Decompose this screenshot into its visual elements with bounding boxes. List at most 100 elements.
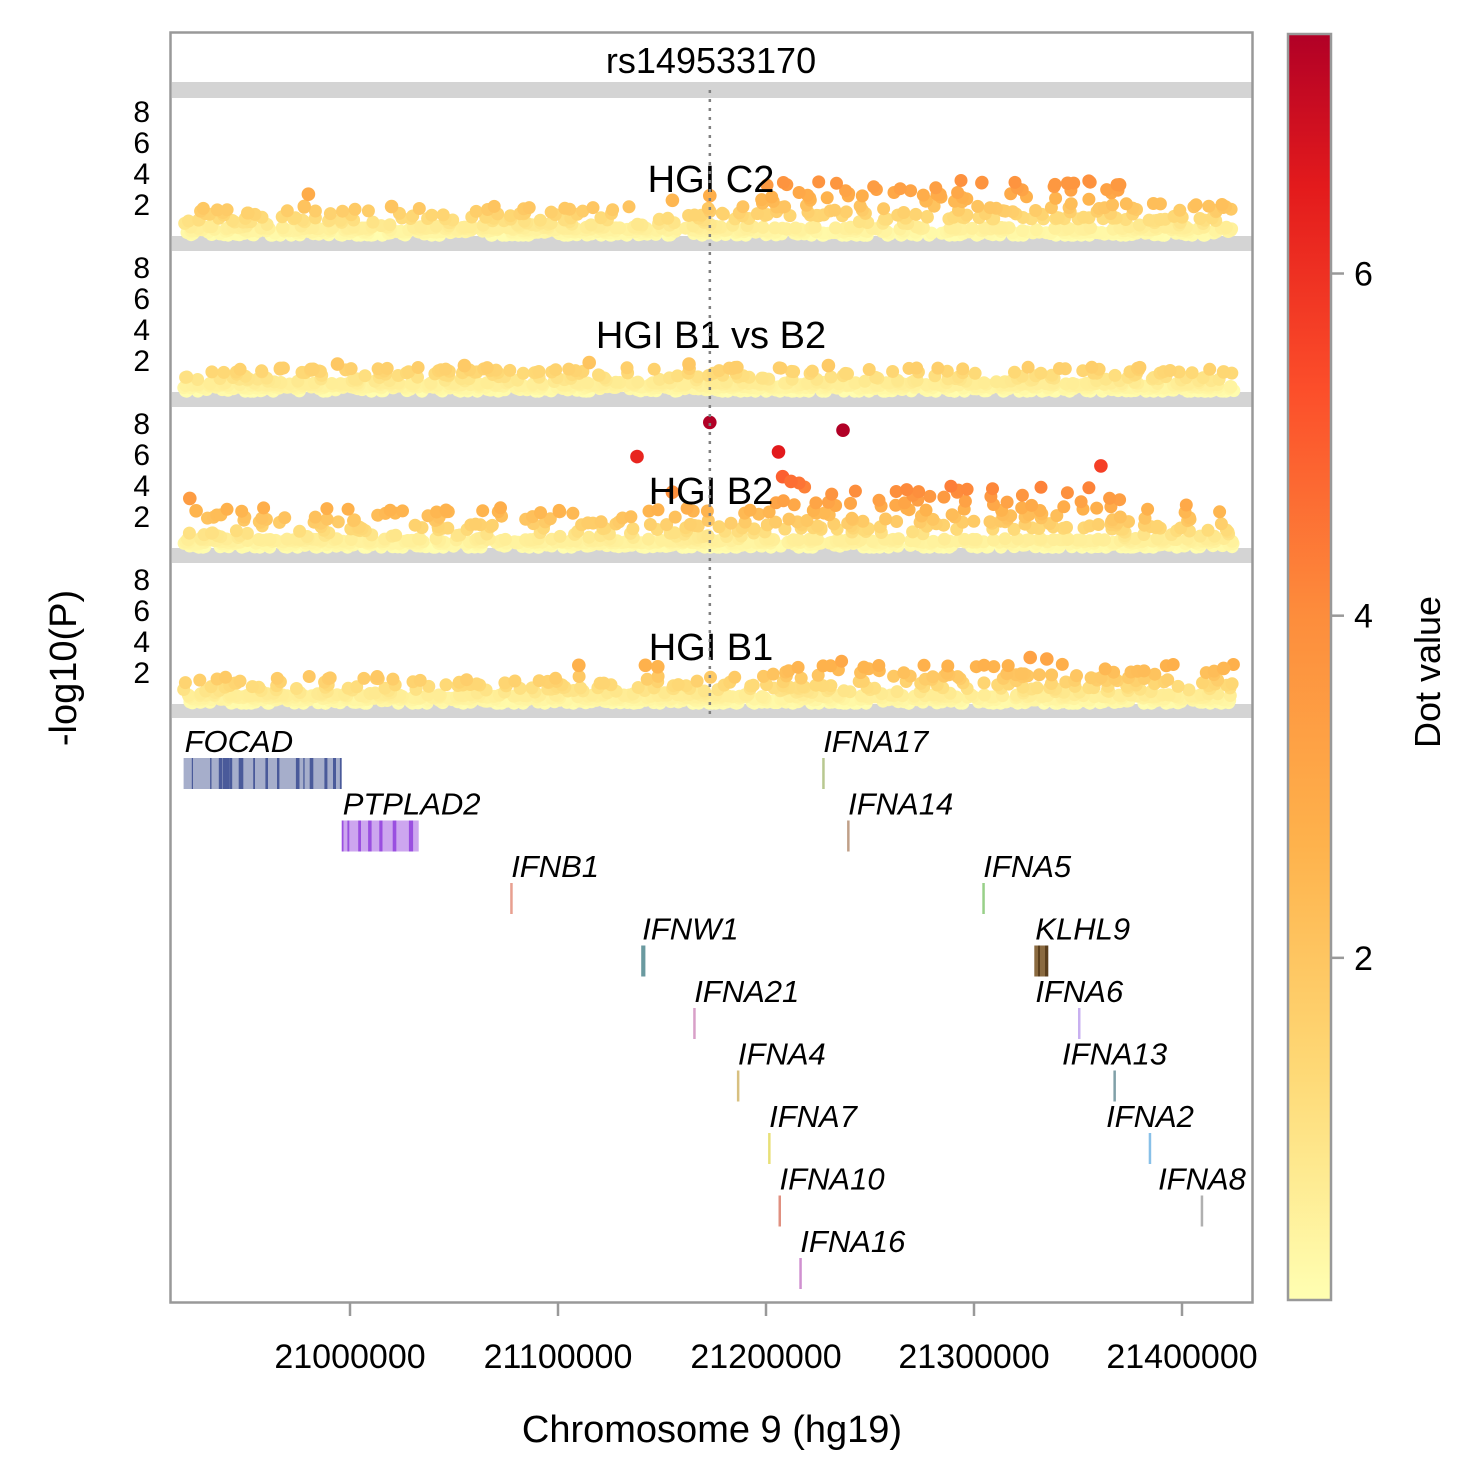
snp-point — [920, 210, 934, 223]
snp-point — [549, 363, 563, 377]
snp-point — [233, 674, 247, 688]
gene-body — [1034, 945, 1047, 977]
snp-point — [383, 503, 397, 517]
snp-point — [217, 365, 231, 379]
snp-point — [1001, 659, 1015, 673]
gene-body — [183, 758, 342, 789]
gene-exon — [225, 758, 230, 789]
snp-point — [1007, 522, 1021, 536]
snp-point — [1034, 366, 1048, 380]
snp-point — [794, 671, 808, 685]
gene-exon — [295, 758, 299, 789]
snp-point — [789, 221, 802, 235]
snp-point — [366, 215, 380, 229]
snp-point — [586, 201, 600, 215]
gene-exon — [310, 758, 314, 789]
snp-point — [1022, 533, 1036, 547]
snp-point — [386, 672, 400, 686]
snp-point — [800, 514, 814, 527]
snp-point — [755, 690, 769, 704]
gene-label: PTPLAD2 — [343, 787, 481, 822]
snp-point — [641, 532, 655, 546]
gene-exon — [309, 758, 312, 789]
snp-point — [1179, 498, 1193, 512]
snp-point — [1045, 668, 1059, 682]
snp-point — [832, 533, 846, 547]
snp-point — [1214, 517, 1228, 531]
snp-point — [910, 361, 924, 375]
snp-point — [805, 364, 819, 378]
snp-point-highlight — [836, 423, 850, 438]
gene-klhl9: KLHL9 — [1034, 912, 1130, 977]
colorbar-ticks: 2 4 6 — [1331, 256, 1373, 978]
snp-point — [439, 678, 453, 692]
gene-ifna6: IFNA6 — [1035, 974, 1124, 1039]
snp-point — [508, 674, 522, 688]
gene-exon — [265, 758, 268, 789]
snp-point — [923, 489, 937, 503]
snp-point — [1029, 223, 1043, 237]
snp-point — [701, 514, 715, 527]
snp-point — [581, 516, 595, 530]
plot-title: rs149533170 — [606, 40, 816, 81]
snp-point — [293, 524, 307, 538]
panel-points — [177, 415, 1240, 554]
y-tick-label: 8 — [133, 252, 150, 285]
snp-point-highlight — [771, 445, 786, 459]
snp-point — [792, 186, 806, 199]
snp-point-highlight — [572, 658, 586, 673]
snp-point — [668, 510, 682, 524]
snp-point — [858, 374, 872, 388]
gene-exon — [224, 758, 226, 789]
snp-point — [344, 533, 358, 546]
snp-point — [584, 218, 598, 232]
snp-point — [532, 365, 546, 378]
snp-point — [640, 672, 654, 686]
snp-point — [1113, 510, 1127, 524]
snp-point — [412, 532, 425, 546]
snp-point — [747, 522, 761, 536]
snp-point-highlight — [1040, 652, 1054, 666]
snp-point-highlight — [665, 485, 680, 500]
snp-point — [235, 504, 249, 518]
snp-point — [594, 211, 608, 225]
y-tick-label: 4 — [133, 314, 150, 347]
snp-point — [978, 221, 992, 235]
snp-point — [1133, 218, 1146, 232]
snp-point — [776, 176, 790, 189]
gene-label: FOCAD — [185, 724, 294, 759]
snp-point — [1161, 673, 1175, 687]
snp-point — [1032, 668, 1046, 682]
gene-label: KLHL9 — [1035, 912, 1130, 947]
snp-point — [986, 482, 999, 496]
snp-point — [245, 680, 259, 694]
gene-ifna10: IFNA10 — [778, 1162, 885, 1227]
gene-body — [510, 883, 513, 914]
snp-point — [566, 506, 580, 520]
snp-point — [1074, 533, 1088, 547]
snp-point — [413, 673, 427, 687]
snp-point — [494, 501, 507, 515]
snp-point — [1064, 197, 1078, 211]
snp-point — [877, 202, 891, 216]
snp-point — [1148, 667, 1162, 681]
snp-point — [762, 505, 776, 519]
snp-point — [1141, 502, 1155, 516]
snp-point — [893, 182, 907, 196]
snp-point — [848, 484, 862, 498]
panel-points — [177, 355, 1241, 398]
snp-point — [1137, 664, 1151, 678]
snp-point — [469, 204, 483, 218]
snp-point-highlight — [682, 357, 696, 371]
snp-point — [240, 526, 254, 540]
snp-point — [886, 365, 900, 378]
snp-point — [178, 676, 192, 690]
snp-point — [1201, 523, 1215, 537]
snp-point — [743, 503, 757, 517]
snp-point-highlight — [821, 358, 836, 373]
snp-point — [193, 673, 207, 687]
snp-point — [944, 479, 958, 493]
snp-point — [463, 220, 477, 234]
snp-point — [668, 526, 681, 540]
